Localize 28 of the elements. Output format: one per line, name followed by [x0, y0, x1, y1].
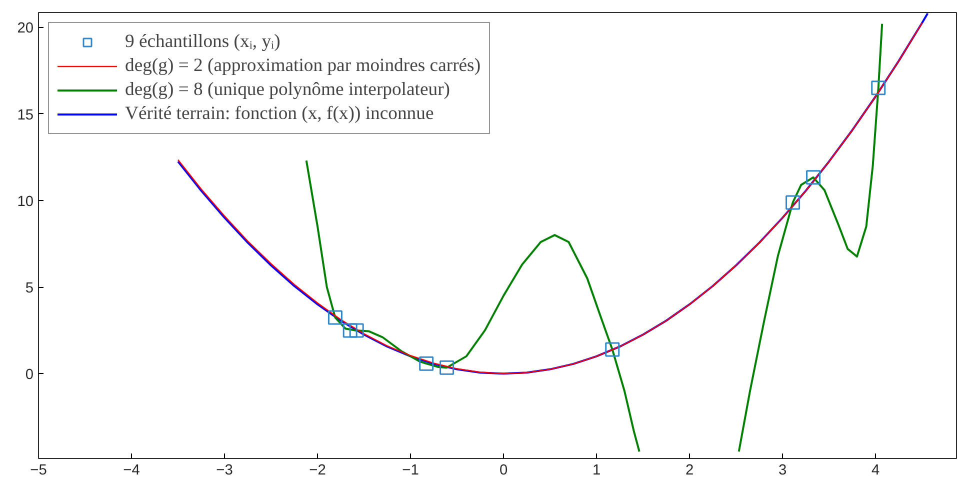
x-tick-label: −5 [30, 462, 47, 478]
y-tick-label: 15 [17, 107, 34, 124]
x-tick-label: −4 [123, 462, 140, 478]
point [605, 342, 620, 357]
point [328, 310, 342, 325]
x-tick-label: 3 [778, 462, 787, 478]
point [871, 80, 886, 96]
legend-label: 9 échantillons (xᵢ, yᵢ) [125, 31, 280, 53]
point [419, 356, 434, 371]
point [440, 360, 454, 375]
x-tick-label: −1 [402, 462, 419, 478]
legend-label: Vérité terrain: fonction (x, f(x)) inconnue [125, 103, 434, 125]
y-tick-label: 10 [17, 194, 34, 210]
y-tick-label: 20 [17, 20, 34, 37]
legend-label: deg(g) = 2 (approximation par moindres carrés) [125, 55, 481, 77]
point [786, 195, 800, 210]
y-tick-label: 0 [25, 367, 34, 384]
x-tick-label: −3 [216, 462, 233, 478]
point [342, 323, 358, 338]
legend-label: deg(g) = 8 (unique polynôme interpolateur) [125, 79, 450, 101]
x-tick-label: 2 [685, 462, 694, 478]
x-tick-label: −2 [309, 462, 326, 478]
point [806, 170, 821, 185]
point [349, 323, 364, 338]
x-tick-label: 0 [499, 462, 508, 478]
y-tick-label: 5 [25, 280, 34, 297]
x-tick-label: 1 [592, 462, 601, 478]
x-tick-label: 4 [872, 462, 880, 478]
